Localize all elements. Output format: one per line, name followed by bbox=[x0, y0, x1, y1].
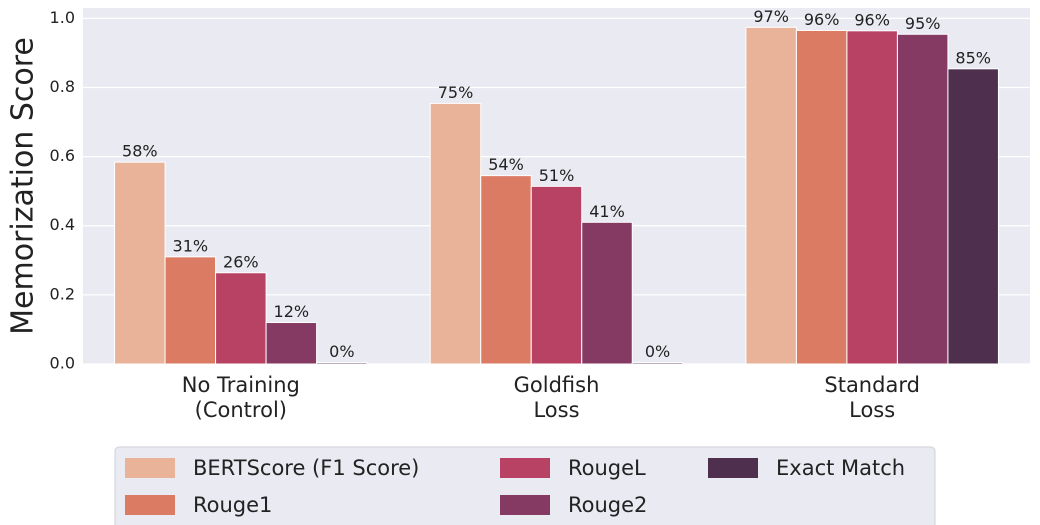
bar bbox=[846, 30, 898, 365]
y-tick-label: 0.0 bbox=[50, 354, 75, 373]
bar bbox=[164, 256, 217, 365]
legend-label: BERTScore (F1 Score) bbox=[193, 456, 419, 480]
bar bbox=[265, 322, 318, 365]
legend-label: Rouge1 bbox=[193, 493, 272, 517]
y-tick-label: 1.0 bbox=[50, 8, 75, 27]
legend-swatch bbox=[500, 458, 550, 478]
legend-label: Exact Match bbox=[776, 456, 905, 480]
y-tick-label: 0.8 bbox=[50, 77, 75, 96]
bar bbox=[745, 26, 797, 365]
bar bbox=[215, 272, 267, 365]
legend-label: RougeL bbox=[568, 456, 646, 480]
legend-swatch bbox=[708, 458, 758, 478]
legend-swatch bbox=[125, 495, 175, 515]
bar bbox=[631, 362, 684, 365]
data-label: 58% bbox=[122, 142, 158, 161]
bar bbox=[316, 362, 368, 365]
data-label: 41% bbox=[589, 202, 625, 221]
data-label: 54% bbox=[488, 155, 524, 174]
y-axis-label: Memorization Score bbox=[6, 37, 41, 335]
legend-label: Rouge2 bbox=[568, 493, 647, 517]
bar bbox=[530, 185, 583, 365]
data-label: 96% bbox=[854, 10, 890, 29]
legend-swatch bbox=[500, 495, 550, 515]
legend-swatch bbox=[125, 458, 175, 478]
bar bbox=[114, 161, 166, 365]
bar bbox=[581, 221, 633, 365]
bar bbox=[795, 29, 848, 365]
y-tick-label: 0.6 bbox=[50, 146, 75, 165]
data-label: 12% bbox=[274, 302, 310, 321]
bar bbox=[429, 102, 482, 365]
data-label: 31% bbox=[173, 236, 209, 255]
data-label: 97% bbox=[753, 7, 789, 26]
data-label: 0% bbox=[645, 342, 670, 361]
x-tick-label: Goldfish Loss bbox=[513, 373, 600, 422]
x-tick-label: No Training (Control) bbox=[181, 373, 300, 422]
bar bbox=[947, 68, 999, 365]
y-tick-label: 0.4 bbox=[50, 215, 75, 234]
bar bbox=[896, 33, 949, 365]
x-tick-label: Standard Loss bbox=[824, 373, 920, 422]
y-tick-label: 0.2 bbox=[50, 284, 75, 303]
data-label: 51% bbox=[539, 166, 575, 185]
data-label: 85% bbox=[955, 48, 991, 67]
data-label: 96% bbox=[804, 10, 840, 29]
data-label: 75% bbox=[438, 83, 474, 102]
data-label: 0% bbox=[329, 342, 354, 361]
bar bbox=[480, 175, 532, 365]
data-label: 26% bbox=[223, 252, 259, 271]
data-label: 95% bbox=[905, 14, 941, 33]
